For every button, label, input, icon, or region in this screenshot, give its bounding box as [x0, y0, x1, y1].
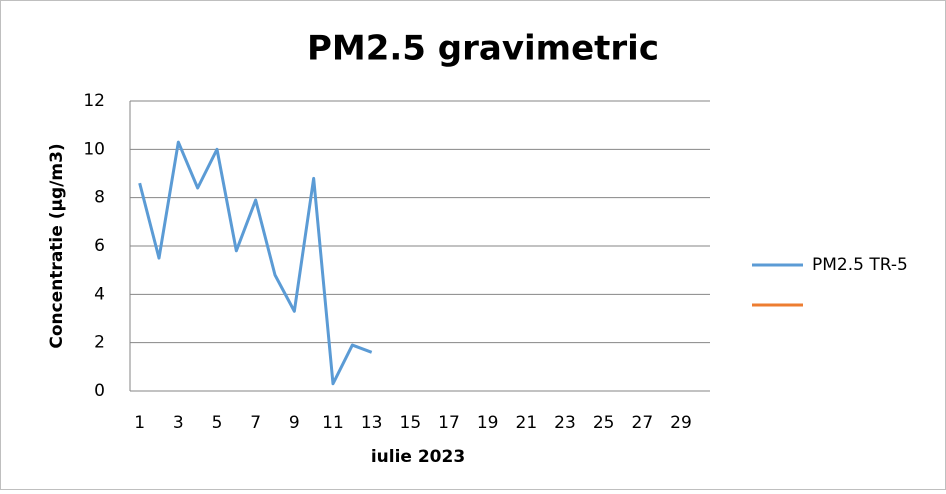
x-tick-label: 15: [400, 413, 422, 433]
y-tick-label: 8: [94, 188, 105, 208]
y-tick-label: 12: [83, 91, 105, 111]
chart-title: PM2.5 gravimetric: [307, 29, 659, 69]
x-tick-label: 1: [134, 413, 145, 433]
x-tick-label: 11: [322, 413, 344, 433]
x-tick-label: 5: [212, 413, 223, 433]
x-tick-label: 3: [173, 413, 184, 433]
y-tick-label: 0: [94, 381, 105, 401]
legend-label: PM2.5 TR-5: [812, 255, 908, 275]
y-tick-label: 4: [94, 284, 105, 304]
y-tick-label: 10: [83, 139, 105, 159]
y-tick-label: 2: [94, 333, 105, 353]
x-tick-label: 7: [250, 413, 261, 433]
x-tick-label: 21: [516, 413, 538, 433]
x-tick-label: 27: [632, 413, 654, 433]
x-tick-label: 25: [593, 413, 615, 433]
line-series: [138, 140, 373, 386]
x-tick-label: 19: [477, 413, 499, 433]
x-tick-label: 9: [289, 413, 300, 433]
x-axis-label: iulie 2023: [371, 447, 465, 467]
x-tick-label: 29: [670, 413, 692, 433]
y-tick-label: 6: [94, 236, 105, 256]
x-tick-label: 17: [438, 413, 460, 433]
x-tick-label: 23: [554, 413, 576, 433]
y-axis-label: Concentratie (µg/m3): [47, 143, 67, 348]
x-tick-label: 13: [361, 413, 383, 433]
